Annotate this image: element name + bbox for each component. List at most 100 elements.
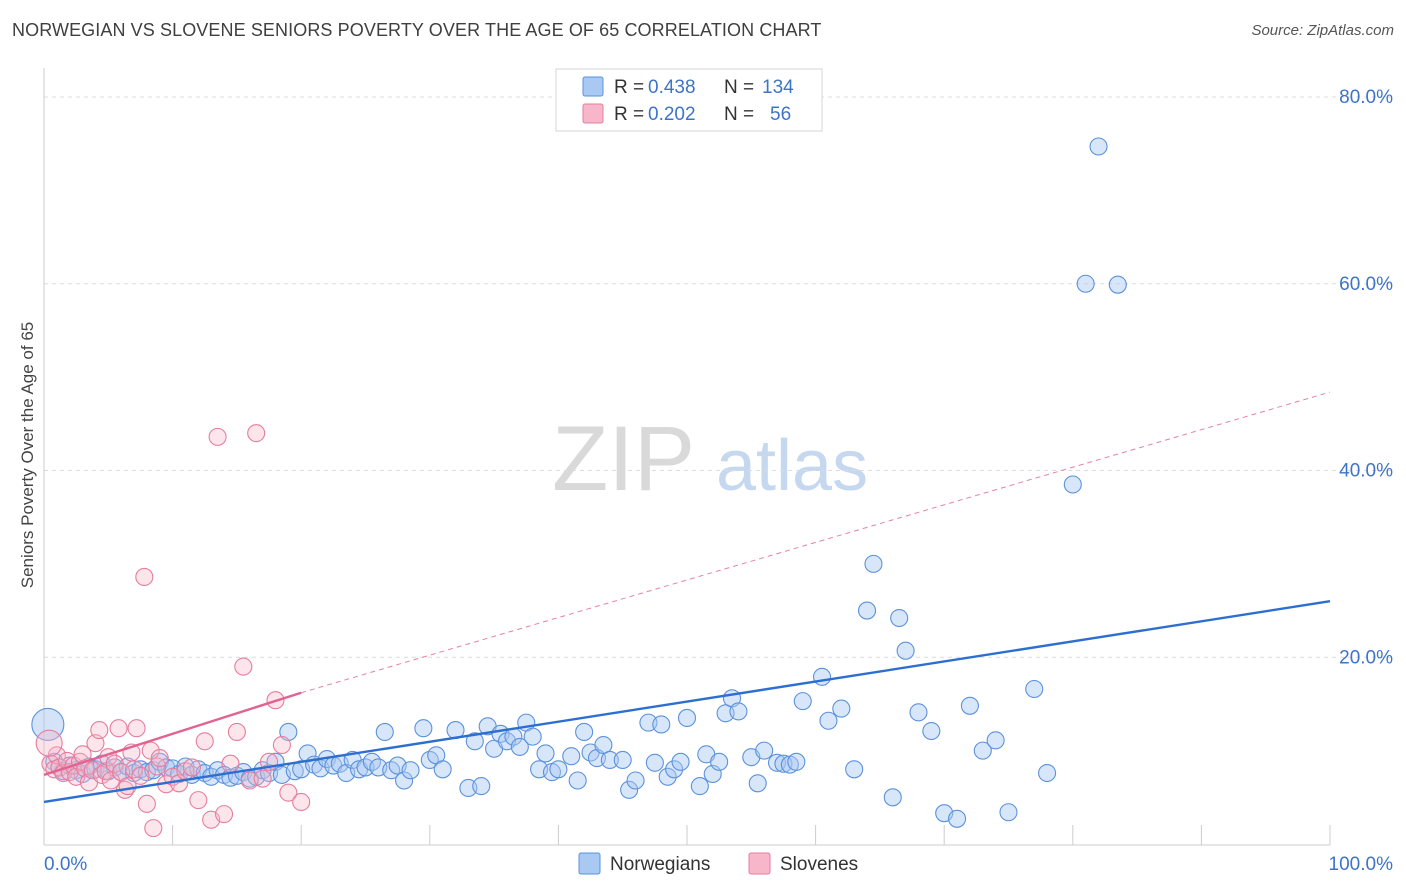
norwegians-point — [420, 750, 439, 770]
norwegians-point — [613, 750, 632, 770]
norwegians-point — [883, 788, 902, 807]
norwegians-point — [1038, 763, 1057, 783]
norwegians-point — [620, 780, 639, 799]
y-tick-label: 80.0% — [1339, 87, 1393, 108]
slovenes-point — [189, 791, 208, 810]
slovenes-point — [208, 427, 227, 446]
y-tick-label: 40.0% — [1339, 461, 1393, 482]
bottom-legend-swatch-slovenes — [748, 852, 771, 875]
slovenes-point — [83, 761, 102, 780]
bottom-legend: Norwegians Slovenes — [578, 852, 858, 875]
norwegians-point — [909, 703, 928, 722]
slovenes-point — [227, 722, 246, 742]
y-tick-label: 60.0% — [1339, 274, 1393, 295]
x-tick-label-max: 100.0% — [1329, 854, 1394, 875]
y-axis-title: Seniors Poverty Over the Age of 65 — [18, 322, 37, 588]
legend-r-label-norwegians: R = — [614, 77, 644, 98]
slovenes-point — [279, 783, 298, 802]
norwegians-point — [748, 774, 767, 793]
axes: 0.0% 100.0% — [43, 68, 1394, 875]
norwegians-point — [645, 753, 664, 772]
norwegians-point — [523, 727, 542, 746]
bottom-legend-norwegians: Norwegians — [610, 854, 710, 875]
norwegians-point — [890, 608, 909, 628]
norwegians-point — [787, 752, 806, 771]
norwegians-point — [960, 696, 979, 715]
norwegians-point — [1063, 475, 1082, 494]
norwegians-point — [382, 761, 401, 780]
norwegians-point — [793, 692, 812, 711]
norwegians-point — [845, 760, 864, 779]
bottom-legend-swatch-norwegians — [578, 852, 601, 875]
gridlines: 20.0% 40.0% 60.0% 80.0% — [44, 87, 1395, 668]
watermark-atlas: atlas — [716, 426, 868, 506]
slovenes-point — [109, 719, 128, 738]
legend-r-value-norwegians: 0.438 — [648, 77, 696, 98]
slovenes-point — [144, 819, 163, 838]
legend-n-value-slovenes: 56 — [770, 104, 791, 125]
norwegians-point — [857, 601, 877, 620]
norwegians-point — [948, 809, 967, 828]
norwegians-point — [665, 760, 684, 779]
norwegians-point — [1089, 137, 1108, 156]
trend-lines — [43, 391, 1331, 804]
norwegians-point — [710, 752, 729, 771]
norwegians-point — [999, 803, 1018, 822]
slovenes-point — [182, 758, 201, 777]
norwegians-point — [652, 715, 671, 734]
norwegians-point — [401, 761, 420, 780]
norwegians-point — [1108, 275, 1127, 294]
slovenes-point — [234, 657, 253, 676]
chart-title: NORWEGIAN VS SLOVENE SENIORS POVERTY OVE… — [12, 20, 822, 40]
bottom-legend-slovenes: Slovenes — [780, 854, 858, 875]
norwegians-point — [568, 771, 587, 790]
norwegians-point — [690, 777, 709, 796]
slovenes-points — [35, 424, 311, 838]
norwegians-point — [819, 711, 838, 730]
slovenes-point — [214, 805, 234, 824]
norwegians-point — [973, 741, 992, 760]
norwegians-point — [1025, 679, 1044, 699]
norwegians-point — [414, 719, 433, 738]
norwegians-point — [279, 722, 298, 742]
norwegians-point — [896, 641, 915, 660]
norwegians-point — [562, 747, 581, 766]
slovenes-point — [221, 754, 240, 773]
legend-r-label-slovenes: R = — [614, 104, 644, 125]
x-tick-label-min: 0.0% — [44, 854, 87, 875]
norwegians-point — [433, 760, 452, 779]
slovenes-point — [90, 721, 109, 740]
norwegians-point — [536, 744, 555, 763]
norwegians-point — [658, 767, 677, 786]
norwegians-point — [922, 721, 941, 741]
norwegians-point — [677, 708, 697, 727]
norwegians-point — [472, 777, 491, 796]
slovenes-point — [253, 769, 272, 788]
norwegians-point — [465, 732, 484, 751]
legend-swatch-norwegians — [582, 76, 604, 97]
norwegians-point — [510, 737, 529, 756]
legend-n-label-slovenes: N = — [724, 104, 754, 125]
norwegians-trend-line — [43, 600, 1331, 804]
top-legend: R = 0.438 N = 134 R = 0.202 N = 56 — [555, 68, 823, 132]
slovenes-point — [141, 741, 160, 760]
norwegians-point — [375, 722, 394, 742]
slovenes-point — [124, 760, 144, 779]
norwegians-point — [626, 771, 645, 790]
source-label: Source: ZipAtlas.com — [1251, 22, 1394, 39]
slovenes-point — [150, 749, 169, 768]
slovenes-point — [127, 719, 146, 738]
norwegians-point — [1076, 274, 1095, 293]
norwegians-point — [671, 752, 690, 771]
slovenes-point — [292, 792, 311, 812]
slovenes-point — [272, 735, 291, 755]
slovenes-point — [35, 729, 63, 757]
legend-n-value-norwegians: 134 — [762, 77, 794, 98]
slovenes-point — [96, 762, 115, 781]
slovenes-point — [195, 732, 214, 751]
norwegians-point — [549, 760, 568, 779]
watermark-zip: ZIP — [552, 408, 695, 510]
norwegians-point — [812, 667, 832, 686]
legend-r-value-slovenes: 0.202 — [648, 104, 696, 125]
